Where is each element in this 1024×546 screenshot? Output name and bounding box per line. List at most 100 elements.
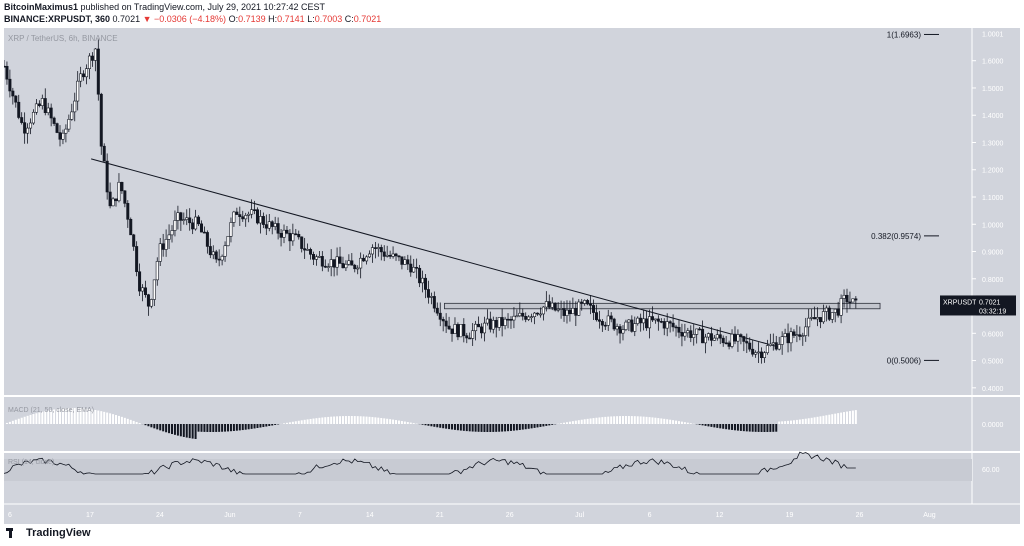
- macd-bar: [291, 421, 294, 424]
- candle: [297, 234, 301, 238]
- macd-bar: [168, 424, 171, 434]
- macd-bar: [268, 424, 271, 427]
- candle: [82, 73, 86, 78]
- macd-bar: [374, 417, 377, 424]
- macd-bar: [76, 408, 79, 424]
- price-tick-label: 0.5000: [982, 359, 1004, 366]
- candle: [52, 117, 56, 124]
- candle: [214, 251, 218, 260]
- candle: [656, 318, 660, 322]
- macd-bar: [244, 424, 247, 430]
- candle: [367, 253, 371, 258]
- candle: [11, 90, 15, 97]
- fib-level-label: 0(0.5006): [887, 356, 922, 365]
- candle: [34, 103, 38, 113]
- candle: [468, 337, 472, 340]
- time-axis-label: 19: [786, 512, 794, 519]
- candle: [370, 247, 374, 255]
- candle: [497, 317, 501, 328]
- candle: [683, 332, 687, 337]
- candle: [356, 267, 360, 270]
- macd-bar: [704, 424, 707, 426]
- candle: [701, 328, 705, 344]
- price-label-value: 0.7021: [979, 299, 1001, 306]
- macd-bar: [11, 420, 14, 424]
- candle: [61, 132, 65, 140]
- candle: [839, 298, 843, 316]
- macd-bar: [64, 408, 67, 424]
- candle: [450, 328, 454, 334]
- candle: [211, 251, 215, 256]
- candle: [503, 318, 507, 326]
- candle: [111, 198, 115, 207]
- macd-bar: [47, 410, 50, 424]
- price-tick-label: 1.3000: [982, 140, 1004, 147]
- price-tick-label: 1.0000: [982, 222, 1004, 229]
- candle: [810, 317, 814, 319]
- macd-bar: [748, 424, 751, 432]
- candle: [350, 260, 354, 266]
- macd-bar: [324, 417, 327, 424]
- macd-bar: [247, 424, 250, 430]
- candle: [447, 325, 451, 330]
- candle: [786, 333, 790, 344]
- candle: [264, 224, 268, 229]
- price-tick-label: 1.5000: [982, 86, 1004, 93]
- candle: [197, 216, 201, 225]
- macd-bar: [624, 416, 627, 424]
- candle: [485, 318, 489, 324]
- macd-bar: [285, 422, 288, 424]
- chart-title: XRP / TetherUS, 6h, BINANCE: [8, 34, 118, 43]
- candle: [332, 259, 336, 268]
- candle: [530, 316, 534, 318]
- candle: [409, 263, 413, 273]
- candle: [79, 73, 83, 82]
- macd-bar: [427, 424, 430, 426]
- candle: [642, 318, 646, 324]
- price-chart[interactable]: XRP / TetherUS, 6h, BINANCE 1.0001 1.6000 1…: [4, 28, 1020, 524]
- macd-bar: [294, 421, 297, 424]
- macd-bar: [645, 416, 648, 424]
- candle: [518, 312, 522, 317]
- macd-bar: [595, 417, 598, 424]
- macd-bar: [253, 424, 256, 429]
- macd-bar: [5, 422, 8, 424]
- macd-bar: [828, 414, 831, 424]
- macd-bar: [73, 408, 76, 424]
- chart-area[interactable]: XRP / TetherUS, 6h, BINANCE 1.0001 1.6000 1…: [4, 28, 1020, 524]
- candle: [37, 103, 41, 106]
- macd-bar: [448, 424, 451, 430]
- macd-bar: [347, 416, 350, 424]
- candle: [55, 123, 59, 133]
- candle: [471, 330, 475, 339]
- macd-bar: [191, 424, 194, 439]
- macd-bar: [813, 417, 816, 424]
- candle: [415, 266, 419, 269]
- macd-bar: [53, 409, 56, 424]
- macd-bar: [607, 416, 610, 424]
- time-axis-label: 14: [366, 512, 374, 519]
- candle: [636, 317, 640, 324]
- macd-bar: [203, 424, 206, 432]
- candle: [397, 255, 401, 258]
- rsi-band: [4, 459, 972, 481]
- price-change: ▼ −0.0306 (−4.18%): [142, 14, 227, 24]
- candle: [536, 312, 540, 315]
- candle: [311, 254, 315, 260]
- candle: [188, 217, 192, 224]
- macd-bar: [371, 417, 374, 424]
- macd-bar: [144, 424, 147, 426]
- macd-bar: [807, 418, 810, 424]
- candle: [64, 128, 68, 134]
- macd-bar: [206, 424, 209, 432]
- time-axis-label: 24: [156, 512, 164, 519]
- candle: [229, 222, 233, 237]
- macd-bar: [397, 420, 400, 424]
- candle: [435, 307, 439, 314]
- macd-bar: [530, 424, 533, 429]
- macd-bar: [604, 416, 607, 424]
- candle: [541, 306, 545, 315]
- macd-bar: [639, 416, 642, 424]
- candle: [754, 352, 758, 355]
- macd-bar: [731, 424, 734, 430]
